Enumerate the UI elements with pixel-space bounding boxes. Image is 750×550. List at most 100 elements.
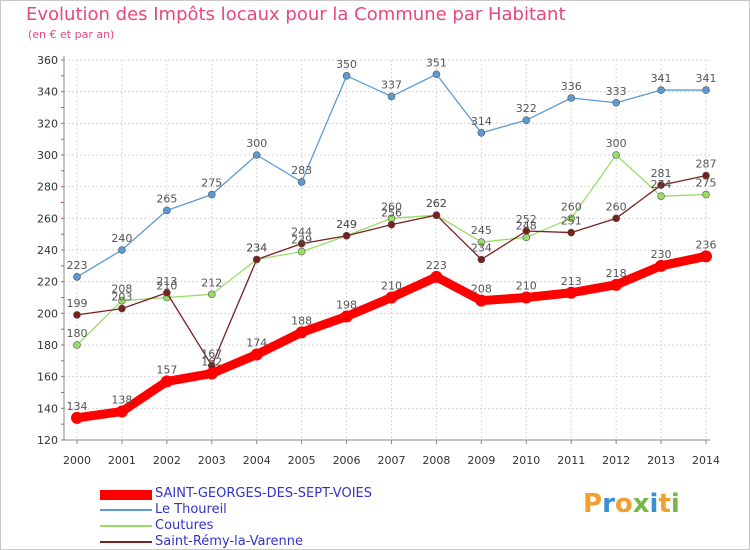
data-point (477, 255, 486, 264)
data-point (700, 250, 712, 263)
logo-letter: x (632, 489, 650, 519)
logo-letter: r (602, 489, 615, 519)
proxiti-logo: Proxiti (583, 489, 680, 519)
x-tick-label: 2011 (557, 454, 585, 467)
data-label: 260 (561, 200, 582, 213)
data-point (163, 288, 171, 297)
data-label: 236 (696, 238, 717, 251)
data-point (477, 238, 486, 246)
data-label: 223 (426, 259, 447, 272)
data-point (205, 367, 218, 380)
data-point (657, 181, 665, 189)
data-label: 341 (651, 72, 672, 85)
data-label: 314 (471, 115, 492, 128)
data-label: 350 (336, 58, 357, 71)
x-tick-label: 2014 (692, 454, 720, 467)
data-point (385, 291, 398, 304)
data-point (567, 214, 576, 223)
data-point (297, 178, 306, 186)
data-point (655, 259, 668, 272)
data-point (342, 72, 351, 80)
logo-letter: i (649, 489, 659, 519)
data-label: 210 (381, 280, 402, 293)
data-point (565, 286, 578, 299)
data-point (207, 190, 216, 199)
y-tick-label: 260 (37, 212, 58, 225)
chart-subtitle: (en € et par an) (28, 28, 115, 41)
data-label: 239 (291, 234, 312, 247)
data-label: 199 (67, 297, 88, 310)
data-label: 162 (201, 356, 222, 369)
legend-swatch (100, 541, 152, 543)
data-label: 167 (201, 348, 222, 361)
data-point (73, 341, 81, 349)
data-label: 188 (291, 314, 312, 327)
data-label: 249 (336, 218, 357, 231)
y-tick-label: 140 (37, 402, 58, 415)
data-point (432, 70, 441, 79)
data-point (160, 375, 173, 388)
data-point (430, 270, 443, 283)
chart-title: Evolution des Impôts locaux pour la Comm… (26, 4, 566, 25)
x-tick-label: 2001 (108, 454, 136, 467)
logo-letter: i (670, 489, 680, 519)
data-label: 234 (246, 242, 267, 255)
data-label: 174 (246, 337, 267, 350)
legend-swatch (100, 525, 152, 527)
x-tick-label: 2012 (602, 454, 630, 467)
data-label: 300 (246, 137, 267, 150)
data-point (250, 348, 263, 361)
data-label: 180 (67, 327, 88, 340)
data-label: 223 (67, 259, 88, 272)
data-label: 213 (561, 275, 582, 288)
data-point (73, 311, 81, 319)
logo-letter: P (583, 489, 603, 519)
legend-label: Saint-Rémy-la-Varenne (155, 534, 304, 549)
y-tick-label: 180 (37, 339, 58, 352)
x-tick-label: 2003 (198, 454, 226, 467)
data-point (567, 94, 576, 102)
data-label: 234 (246, 242, 267, 255)
data-label: 275 (201, 177, 222, 190)
y-tick-label: 280 (37, 181, 58, 194)
data-label: 336 (561, 80, 582, 93)
data-point (163, 206, 171, 215)
data-label: 251 (561, 215, 582, 228)
data-point (610, 278, 623, 291)
data-label: 249 (336, 218, 357, 231)
data-label: 240 (111, 232, 132, 245)
data-label: 337 (381, 78, 402, 91)
y-tick-label: 360 (37, 54, 58, 67)
data-point (207, 290, 216, 299)
data-point (252, 151, 261, 159)
data-label: 208 (471, 283, 492, 296)
x-tick-label: 2002 (153, 454, 181, 467)
data-point (612, 151, 620, 159)
legend-swatch (100, 509, 152, 511)
data-label: 351 (426, 56, 447, 69)
data-point (567, 228, 576, 237)
logo-letter: o (614, 489, 633, 519)
y-tick-label: 240 (37, 244, 58, 257)
data-label: 210 (156, 280, 177, 293)
data-label: 265 (156, 192, 177, 205)
data-label: 248 (516, 219, 537, 232)
legend-label: Le Thoureil (155, 502, 227, 517)
data-point (477, 129, 486, 137)
x-tick-label: 2009 (467, 454, 495, 467)
data-label: 157 (156, 363, 177, 376)
data-label: 208 (111, 283, 132, 296)
y-tick-label: 340 (37, 86, 58, 99)
data-point (657, 86, 665, 94)
data-point (702, 171, 710, 180)
data-label: 230 (651, 248, 672, 261)
data-label: 262 (426, 197, 447, 210)
data-point (297, 239, 306, 248)
data-point (520, 291, 533, 304)
y-tick-label: 200 (37, 307, 58, 320)
data-point (702, 190, 710, 199)
data-label: 333 (606, 85, 627, 98)
data-point (657, 192, 665, 200)
legend-label: Coutures (155, 518, 214, 533)
data-point (702, 86, 710, 94)
